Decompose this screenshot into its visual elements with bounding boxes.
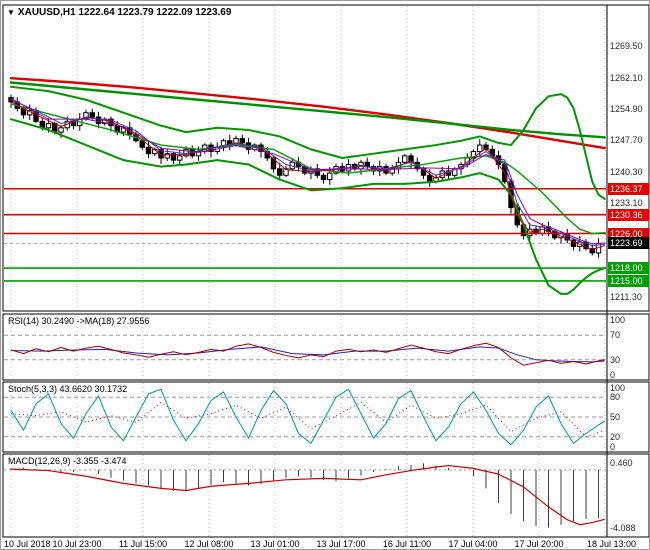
time-label: 17 Jul 20:00 (514, 539, 564, 549)
time-label: 13 Jul 01:00 (250, 539, 300, 549)
price-tick: 1254.90 (610, 103, 643, 114)
rsi-axis-label: 70 (610, 330, 621, 341)
price-label-chip-support: 1218.00 (608, 262, 649, 274)
chart-marker-icon: ▼ (7, 8, 15, 17)
macd-header: MACD(12,26,9) -3.355 -3.474 (8, 456, 127, 466)
macd-axis-label: 0.460 (610, 458, 633, 469)
time-label: 16 Jul 11:00 (382, 539, 432, 549)
price-label-chip-support: 1215.00 (608, 274, 649, 287)
time-label: 11 Jul 15:00 (118, 539, 168, 549)
time-label: 17 Jul 04:00 (448, 539, 498, 549)
rsi-axis-label: 100 (610, 315, 626, 325)
price-tick: 1240.30 (610, 166, 643, 177)
rsi-axis-label: 30 (610, 354, 621, 365)
price-tick: 1211.30 (610, 291, 642, 302)
price-label-chip-resistance: 1236.37 (608, 182, 649, 195)
chart-title: ▼ XAUUSD,H1 1222.64 1223.79 1222.09 1223.… (7, 7, 231, 18)
stochastic-header: Stoch(5,3,3) 43.6620 30.1732 (8, 384, 128, 394)
time-label: 10 Jul 2018 (4, 539, 51, 549)
symbol-period-label: XAUUSD,H1 (17, 7, 76, 18)
time-label: 18 Jul 13:00 (587, 539, 637, 549)
time-label: 13 Jul 17:00 (316, 539, 366, 549)
ohlc-values: 1222.64 1223.79 1222.09 1223.69 (78, 7, 232, 18)
time-label: 10 Jul 23:00 (52, 539, 102, 549)
stoch-axis-label: 20 (610, 431, 621, 442)
time-label: 12 Jul 08:00 (184, 539, 234, 549)
macd-axis-label: -4.088 (610, 523, 636, 534)
rsi-header: RSI(14) 30.2490 ->MA(18) 27.9556 (8, 316, 150, 326)
price-tick: 1247.70 (610, 134, 643, 145)
price-label-chip-resistance: 1226.00 (608, 227, 649, 240)
stoch-axis-label: 50 (610, 412, 621, 422)
price-label-chip-resistance: 1230.36 (608, 208, 649, 221)
price-tick: 1233.10 (610, 197, 643, 208)
stoch-axis-label: 100 (610, 383, 626, 393)
price-tick: 1269.50 (610, 40, 643, 51)
stoch-axis-label: 80 (610, 392, 621, 403)
price-label-chip-current: 1223.69 (608, 237, 649, 250)
stoch-axis-label: 0 (610, 442, 616, 452)
price-tick: 1262.10 (610, 72, 643, 83)
rsi-axis-label: 0 (610, 370, 616, 380)
